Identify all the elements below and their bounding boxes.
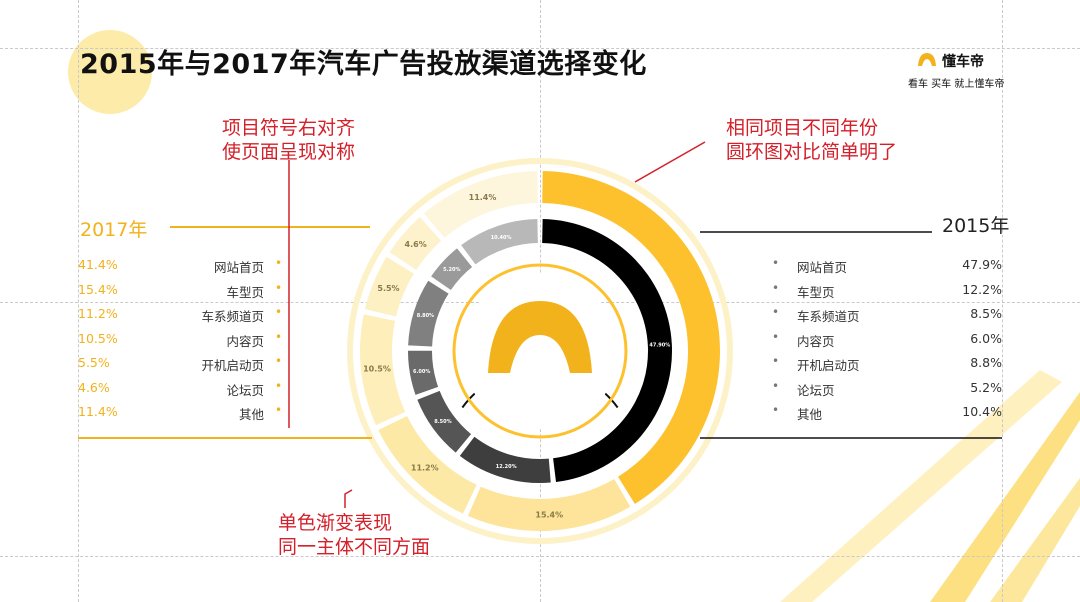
bullet-dot-icon: • [772,329,780,344]
legend-2015-category: 网站首页 [797,260,848,275]
legend-2017-value: 15.4% [78,281,118,297]
bullet-dot-icon: • [772,305,780,319]
center-disc [462,273,618,429]
note-line: 同一主体不同方面 [278,536,431,558]
ring-slice-2015年-5 [431,248,473,290]
ring-data-label: 6.00% [413,369,430,375]
decor-stripe [930,392,1080,602]
note-right-symbols: 项目符号右对齐 使页面呈现对称 [222,116,355,164]
legend-2015-category: 其他 [797,407,823,422]
note-line: 圆环图对比简单明了 [726,141,898,163]
ring-slice-2015年-4 [408,280,449,347]
ring-data-label: 5.20% [443,267,460,273]
ring-slice-2015年-6 [461,219,538,265]
legend-2017-category: 内容页 [226,333,264,349]
legend-2017-value: 5.5% [78,355,110,370]
ring-data-label: 47.90% [649,343,670,349]
ring-slice-2017年-3 [359,314,406,426]
legend-2017-value: 41.4% [78,257,118,272]
ring-data-label: 11.4% [469,193,497,202]
legend-2017-value: 11.2% [78,306,118,321]
note-line: 项目符号右对齐 [222,117,356,139]
ring-slice-2017年-4 [364,256,414,317]
legend-2017-category: 其他 [238,407,264,422]
note-ring-compare: 相同项目不同年份 圆环图对比简单明了 [726,116,897,164]
brand-slogan: 看车 买车 就上懂车帝 [908,79,1005,90]
inner-circle [452,263,628,439]
ring-slice-2015年-3 [408,350,439,395]
ring-data-label: 10.40% [491,235,512,241]
bullet-dot-icon: • [772,354,780,368]
decor-circle [68,30,152,114]
ring-data-label: 5.5% [377,284,399,293]
legend-2017-category: 开机启动页 [201,358,264,373]
ring-data-label: 12.20% [496,464,517,470]
ring-slice-2015年-0 [542,219,673,483]
ring-data-label: 41.4% [684,303,712,312]
year-2015-label: 2015年 [942,215,1010,237]
legend-2015-value: 6.0% [970,330,1002,346]
legend-2017-value: 11.4% [78,404,118,419]
brand-logo-icon [918,53,936,66]
ring-slice-2017年-2 [378,416,477,514]
legend-2015-value: 47.9% [962,257,1002,272]
legend-2015-category: 车型页 [797,284,835,300]
guide-line [1002,0,1003,602]
legend-2017-category: 车型页 [226,284,264,300]
legend-2015-value: 10.4% [962,404,1002,419]
legend-2015-value: 12.2% [962,281,1002,297]
bullet-dot-icon: • [772,256,780,270]
center-logo-icon [488,301,592,373]
legend-2017-category: 车系频道页 [201,309,264,324]
bullet-dot-icon: • [772,378,780,393]
note-mono-gradient: 单色渐变表现 同一主体不同方面 [278,511,430,559]
note-line: 使页面呈现对称 [222,141,356,163]
legend-2017-value: 4.6% [78,379,110,395]
legend-2015-category: 车系频道页 [797,309,860,324]
legend-2015-category: 内容页 [797,333,835,349]
ring-slice-2017年-6 [423,171,538,238]
legend-2015-category: 开机启动页 [797,358,860,373]
bullet-dot-icon: • [275,354,283,368]
ring-slice-2015年-1 [459,436,551,483]
bullet-dot-icon: • [275,329,283,344]
decor-stripe [990,478,1080,602]
bullet-dot-icon: • [275,403,283,417]
ring-data-label: 4.6% [405,240,427,249]
page-title: 2015年与2017年汽车广告投放渠道选择变化 [80,49,647,80]
legend-2017-category: 网站首页 [213,260,264,275]
note-line: 单色渐变表现 [278,512,393,534]
ring-data-label: 11.2% [411,463,439,472]
ring-data-label: 8.50% [434,419,451,425]
pointer-line [634,141,706,183]
legend-2017-value: 10.5% [78,330,118,346]
bullet-dot-icon: • [275,305,283,319]
bullet-dot-icon: • [772,280,780,295]
legend-2015-value: 8.5% [970,306,1002,321]
year-2017-label: 2017年 [80,219,148,241]
ring-data-label: 15.4% [535,510,563,519]
ring-outline [347,158,733,544]
legend-2015-value: 8.8% [970,355,1002,370]
ring-slice-2015年-2 [417,390,472,453]
pointer-line [344,489,353,508]
ring-data-label: 8.80% [417,313,434,319]
note-line: 相同项目不同年份 [726,117,879,139]
bullet-dot-icon: • [772,403,780,417]
brand-name: 懂车帝 [942,54,984,70]
ring-slice-2017年-1 [467,479,631,531]
legend-2017-category: 论坛页 [226,382,264,398]
decor-stripe [780,370,1062,602]
ring-slice-2017年-0 [542,171,720,504]
bullet-dot-icon: • [275,280,283,295]
bullet-dot-icon: • [275,256,283,270]
ring-data-label: 10.5% [363,365,391,374]
legend-2015-category: 论坛页 [797,382,835,398]
legend-2015-value: 5.2% [970,379,1002,395]
guide-line [78,0,79,602]
bullet-dot-icon: • [275,378,283,393]
ring-slice-2017年-5 [389,217,442,270]
